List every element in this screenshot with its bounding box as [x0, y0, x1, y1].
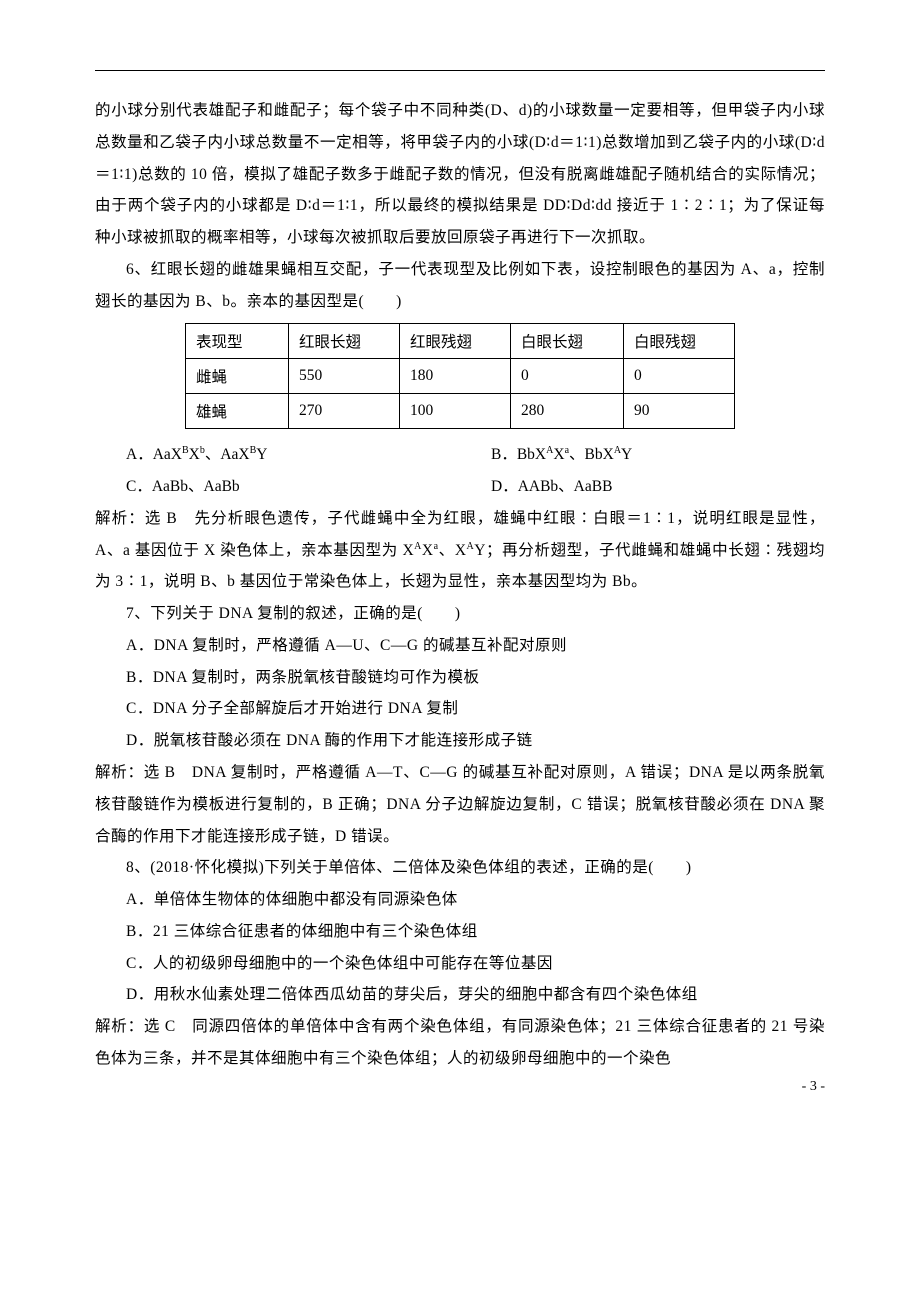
answer-7: 解析：选 B DNA 复制时，严格遵循 A—T、C—G 的碱基互补配对原则，A …	[95, 757, 825, 852]
top-rule	[95, 70, 825, 71]
cell: 180	[400, 359, 511, 394]
cell: 550	[289, 359, 400, 394]
table-header-row: 表现型 红眼长翅 红眼残翅 白眼长翅 白眼残翅	[186, 324, 735, 359]
phenotype-table: 表现型 红眼长翅 红眼残翅 白眼长翅 白眼残翅 雌蝇 550 180 0 0 雄…	[185, 323, 735, 429]
th-col2: 红眼残翅	[400, 324, 511, 359]
question-6: 6、红眼长翅的雌雄果蝇相互交配，子一代表现型及比例如下表，设控制眼色的基因为 A…	[95, 254, 825, 318]
option-A: A．AaXBXb、AaXBY	[95, 439, 460, 471]
txt: X	[189, 446, 200, 463]
option-D: D．AABb、AaBB	[460, 471, 825, 503]
table-row: 雌蝇 550 180 0 0	[186, 359, 735, 394]
txt: X	[422, 542, 434, 559]
cell: 0	[624, 359, 735, 394]
sup: B	[182, 445, 189, 456]
txt: 、BbX	[569, 446, 614, 463]
cell: 100	[400, 394, 511, 429]
q8-option-C: C．人的初级卵母细胞中的一个染色体组中可能存在等位基因	[95, 948, 825, 980]
q7-option-C: C．DNA 分子全部解旋后才开始进行 DNA 复制	[95, 693, 825, 725]
cell: 280	[511, 394, 624, 429]
txt: 、X	[439, 542, 467, 559]
page-container: 的小球分别代表雄配子和雌配子；每个袋子中不同种类(D、d)的小球数量一定要相等，…	[0, 0, 920, 1115]
cell: 雌蝇	[186, 359, 289, 394]
th-col3: 白眼长翅	[511, 324, 624, 359]
question-7: 7、下列关于 DNA 复制的叙述，正确的是( )	[95, 598, 825, 630]
table-row: 雄蝇 270 100 280 90	[186, 394, 735, 429]
txt: A．AaX	[126, 446, 182, 463]
q7-option-A: A．DNA 复制时，严格遵循 A—U、C—G 的碱基互补配对原则	[95, 630, 825, 662]
answer-6: 解析：选 B 先分析眼色遗传，子代雌蝇中全为红眼，雄蝇中红眼∶白眼＝1∶1，说明…	[95, 503, 825, 598]
txt: Y	[256, 446, 267, 463]
option-B: B．BbXAXa、BbXAY	[460, 439, 825, 471]
txt: Y	[621, 446, 632, 463]
sup: A	[414, 541, 422, 552]
txt: 、AaX	[205, 446, 250, 463]
cell: 0	[511, 359, 624, 394]
page-number: - 3 -	[802, 1079, 825, 1095]
txt: B．BbX	[491, 446, 546, 463]
q8-option-A: A．单倍体生物体的体细胞中都没有同源染色体	[95, 884, 825, 916]
q6-options: A．AaXBXb、AaXBY B．BbXAXa、BbXAY C．AaBb、AaB…	[95, 439, 825, 503]
cell: 雄蝇	[186, 394, 289, 429]
paragraph-continuation: 的小球分别代表雄配子和雌配子；每个袋子中不同种类(D、d)的小球数量一定要相等，…	[95, 95, 825, 254]
cell: 90	[624, 394, 735, 429]
sup: A	[614, 445, 621, 456]
option-C: C．AaBb、AaBb	[95, 471, 460, 503]
q8-option-D: D．用秋水仙素处理二倍体西瓜幼苗的芽尖后，芽尖的细胞中都含有四个染色体组	[95, 979, 825, 1011]
answer-8: 解析：选 C 同源四倍体的单倍体中含有两个染色体组，有同源染色体；21 三体综合…	[95, 1011, 825, 1075]
cell: 270	[289, 394, 400, 429]
th-phenotype: 表现型	[186, 324, 289, 359]
q8-option-B: B．21 三体综合征患者的体细胞中有三个染色体组	[95, 916, 825, 948]
th-col1: 红眼长翅	[289, 324, 400, 359]
txt: X	[553, 446, 564, 463]
q7-option-B: B．DNA 复制时，两条脱氧核苷酸链均可作为模板	[95, 662, 825, 694]
question-8: 8、(2018·怀化模拟)下列关于单倍体、二倍体及染色体组的表述，正确的是( )	[95, 852, 825, 884]
th-col4: 白眼残翅	[624, 324, 735, 359]
q7-option-D: D．脱氧核苷酸必须在 DNA 酶的作用下才能连接形成子链	[95, 725, 825, 757]
